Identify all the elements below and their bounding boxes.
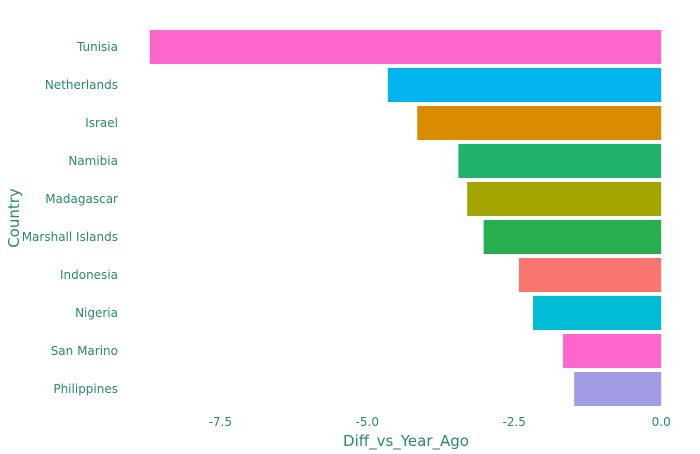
y-tick-label: Marshall Islands xyxy=(22,230,118,244)
x-axis-title: Diff_vs_Year_Ago xyxy=(343,432,469,450)
x-tick-label: -7.5 xyxy=(209,415,232,429)
y-axis-title: Country xyxy=(5,188,23,248)
bar-israel xyxy=(417,106,662,140)
y-tick-label: Nigeria xyxy=(75,306,118,320)
bar-indonesia xyxy=(518,258,662,292)
bar-tunisia xyxy=(149,30,662,64)
bar-marshall-islands xyxy=(483,220,662,254)
y-tick-label: Israel xyxy=(85,116,118,130)
bar-namibia xyxy=(458,144,662,178)
x-tick-label: -5.0 xyxy=(356,415,379,429)
x-tick-label: -2.5 xyxy=(503,415,526,429)
y-tick-label: Madagascar xyxy=(45,192,118,206)
x-tick-label: 0.0 xyxy=(652,415,671,429)
bar-nigeria xyxy=(533,296,662,330)
bar-madagascar xyxy=(467,182,662,216)
y-tick-label: Netherlands xyxy=(45,78,118,92)
y-tick-label: Namibia xyxy=(68,154,118,168)
x-tick-labels: -7.5 -5.0 -2.5 0.0 xyxy=(209,415,671,429)
y-tick-label: San Marino xyxy=(51,344,118,358)
bars-group xyxy=(149,30,662,406)
y-tick-label: Indonesia xyxy=(60,268,118,282)
bar-philippines xyxy=(574,372,662,406)
y-tick-labels: Tunisia Netherlands Israel Namibia Madagasca… xyxy=(22,40,118,396)
bar-san-marino xyxy=(563,334,662,368)
bar-netherlands xyxy=(387,68,662,102)
y-tick-label: Philippines xyxy=(53,382,118,396)
y-tick-label: Tunisia xyxy=(76,40,118,54)
